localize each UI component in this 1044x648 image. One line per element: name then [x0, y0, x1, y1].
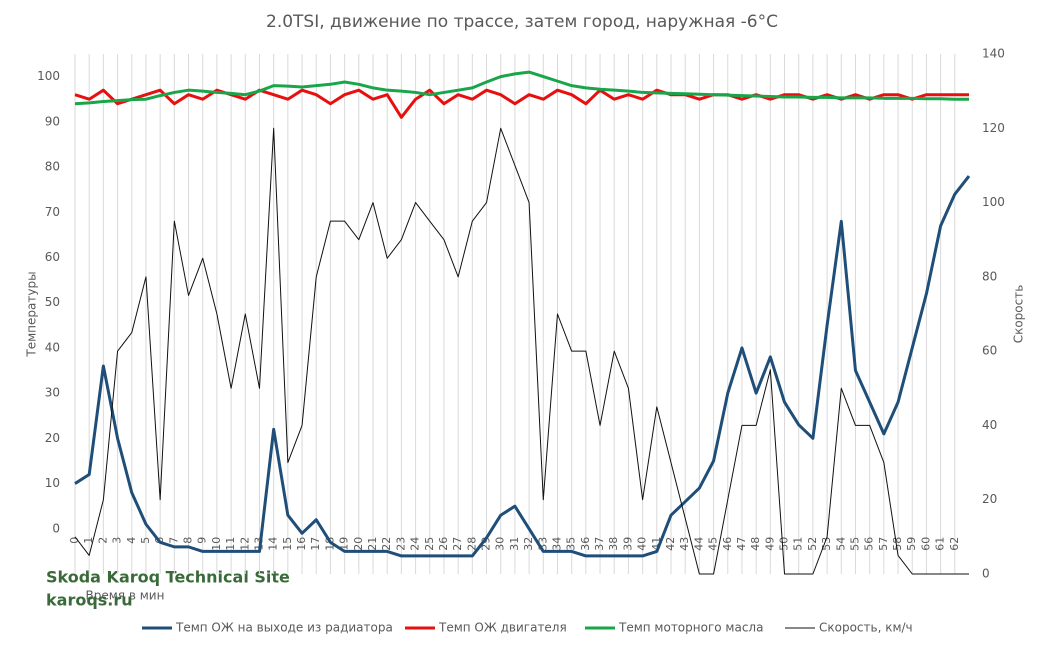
- x-tick-label: 49: [763, 537, 776, 551]
- x-tick-label: 23: [394, 537, 407, 551]
- x-tick-label: 2: [96, 537, 109, 544]
- x-tick-label: 27: [451, 537, 464, 551]
- x-tick-label: 9: [196, 537, 209, 544]
- y2-tick-label: 0: [982, 567, 990, 581]
- x-tick-label: 8: [182, 537, 195, 544]
- x-tick-label: 28: [465, 537, 478, 551]
- x-tick-label: 56: [863, 537, 876, 551]
- x-tick-label: 60: [919, 537, 932, 551]
- y-tick-label: 100: [37, 69, 60, 83]
- x-tick-label: 38: [607, 537, 620, 551]
- x-tick-label: 1: [82, 537, 95, 544]
- y2-tick-label: 20: [982, 492, 997, 506]
- series-line: [74, 175, 971, 558]
- y2-axis-title: Скорость: [1012, 285, 1026, 344]
- series-line: [74, 127, 969, 575]
- x-tick-label: 35: [565, 537, 578, 551]
- chart-title: 2.0TSI, движение по трассе, затем город,…: [266, 12, 778, 32]
- watermark: karoqs.ru: [46, 591, 133, 610]
- x-tick-label: 21: [366, 537, 379, 551]
- x-tick-label: 16: [295, 537, 308, 551]
- x-tick-label: 39: [621, 537, 634, 551]
- x-tick-label: 62: [948, 537, 961, 551]
- x-tick-label: 30: [494, 537, 507, 551]
- y2-tick-label: 80: [982, 269, 997, 283]
- x-tick-label: 10: [210, 537, 223, 551]
- y-tick-label: 90: [45, 114, 60, 128]
- x-tick-label: 25: [423, 537, 436, 551]
- x-tick-label: 22: [380, 537, 393, 551]
- x-tick-label: 32: [522, 537, 535, 551]
- x-tick-label: 3: [111, 537, 124, 544]
- x-tick-label: 44: [692, 537, 705, 551]
- x-tick-label: 7: [167, 537, 180, 544]
- x-tick-label: 14: [267, 537, 280, 551]
- watermark: Skoda Karoq Technical Site: [46, 568, 290, 587]
- y2-tick-label: 100: [982, 195, 1005, 209]
- y-tick-label: 70: [45, 205, 60, 219]
- y-tick-label: 10: [45, 476, 60, 490]
- x-tick-label: 54: [834, 537, 847, 551]
- x-tick-label: 43: [678, 537, 691, 551]
- y-tick-label: 30: [45, 386, 60, 400]
- x-tick-label: 61: [934, 537, 947, 551]
- x-tick-label: 34: [550, 537, 563, 551]
- x-tick-label: 5: [139, 537, 152, 544]
- x-tick-label: 0: [68, 537, 81, 544]
- x-tick-label: 42: [664, 537, 677, 551]
- y-tick-label: 40: [45, 340, 60, 354]
- x-tick-label: 31: [508, 537, 521, 551]
- legend-label: Темп ОЖ двигателя: [438, 621, 567, 635]
- y2-tick-label: 120: [982, 121, 1005, 135]
- x-tick-label: 55: [848, 537, 861, 551]
- series-line: [74, 70, 969, 106]
- x-tick-label: 20: [352, 537, 365, 551]
- y2-tick-label: 40: [982, 418, 997, 432]
- legend-label: Скорость, км/ч: [819, 621, 913, 635]
- x-tick-label: 4: [125, 537, 138, 544]
- x-tick-label: 59: [905, 537, 918, 551]
- y-tick-label: 20: [45, 431, 60, 445]
- series-line: [74, 88, 969, 119]
- x-tick-label: 24: [409, 537, 422, 551]
- x-tick-label: 51: [792, 537, 805, 551]
- x-tick-label: 52: [806, 537, 819, 551]
- y-tick-label: 80: [45, 160, 60, 174]
- x-tick-label: 26: [437, 537, 450, 551]
- x-tick-label: 47: [735, 537, 748, 551]
- x-tick-label: 45: [707, 537, 720, 551]
- x-tick-label: 40: [636, 537, 649, 551]
- y-tick-label: 50: [45, 295, 60, 309]
- x-tick-label: 50: [778, 537, 791, 551]
- x-axis-title: Время в мин: [86, 589, 165, 603]
- x-tick-label: 37: [593, 537, 606, 551]
- y-axis-title: Температуры: [25, 271, 39, 357]
- x-tick-label: 36: [579, 537, 592, 551]
- y2-tick-label: 140: [982, 47, 1005, 61]
- x-tick-label: 15: [281, 537, 294, 551]
- x-tick-label: 57: [877, 537, 890, 551]
- legend-label: Темп ОЖ на выходе из радиатора: [175, 621, 393, 635]
- x-tick-label: 11: [224, 537, 237, 551]
- x-tick-label: 58: [891, 537, 904, 551]
- x-tick-label: 17: [309, 537, 322, 551]
- x-tick-label: 46: [721, 537, 734, 551]
- legend-label: Темп моторного масла: [618, 621, 763, 635]
- y2-tick-label: 60: [982, 344, 997, 358]
- y-tick-label: 60: [45, 250, 60, 264]
- y-tick-label: 0: [52, 521, 60, 535]
- x-tick-label: 48: [749, 537, 762, 551]
- x-tick-label: 12: [238, 537, 251, 551]
